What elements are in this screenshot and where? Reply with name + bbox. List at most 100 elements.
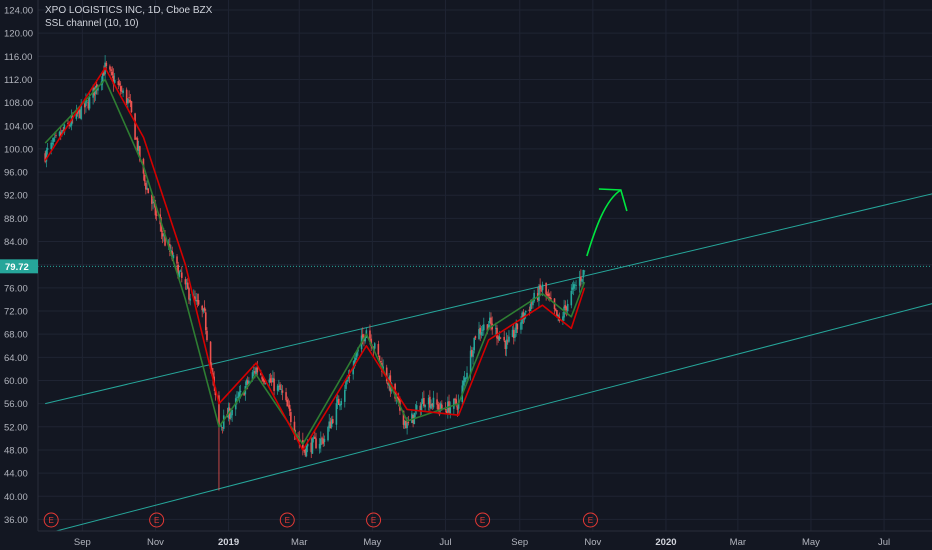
candle-body (172, 255, 175, 259)
current-price-label: 79.72 (5, 262, 29, 273)
earnings-marker[interactable]: E (366, 512, 382, 528)
earnings-label: E (49, 516, 54, 525)
candle-body (230, 414, 232, 418)
price-tick-label: 116.00 (4, 52, 32, 63)
candle-body (387, 382, 389, 385)
candle-body (327, 427, 329, 441)
candle-body (397, 398, 400, 401)
candle-body (479, 327, 482, 334)
candle-body (503, 336, 505, 341)
trendlines[interactable] (38, 184, 932, 535)
earnings-circle (582, 512, 598, 528)
candle-body (237, 396, 239, 398)
candle-body (364, 337, 366, 342)
candle-body (562, 316, 564, 322)
candle-body (53, 136, 56, 138)
earnings-marker[interactable]: E (279, 512, 295, 528)
candle-body (520, 322, 522, 330)
candle-body (483, 324, 485, 331)
candle-body (201, 305, 203, 311)
earnings-circle (475, 512, 491, 528)
candle-body (164, 236, 166, 246)
candle-body (254, 371, 256, 374)
candle-body (505, 339, 508, 349)
candle-body (281, 390, 284, 393)
candle-body (504, 340, 507, 350)
earnings-marker[interactable]: E (149, 512, 165, 528)
time-axis[interactable]: Sep Nov 2019 Mar May Jul Sep Nov 2020 Mar May Jul (38, 530, 932, 550)
candle-body (455, 399, 458, 406)
candle-body (146, 187, 148, 190)
earnings-label: E (154, 516, 159, 525)
indicator-title[interactable]: SSL channel (10, 10) (45, 18, 139, 29)
candle-body (79, 109, 81, 119)
candle-body (432, 397, 435, 408)
candlesticks (44, 55, 586, 491)
earnings-marker[interactable]: E (475, 512, 491, 528)
candle-body (181, 272, 183, 278)
candle-body (236, 396, 238, 398)
arrow-shaft (586, 189, 622, 257)
candle-body (127, 98, 129, 104)
candle-body (58, 131, 61, 136)
price-axis[interactable]: 36.00 40.00 44.00 48.00 52.00 56.00 60.00 64.00… (0, 0, 39, 531)
candle-body (329, 421, 332, 429)
candle-body (160, 224, 163, 232)
candle-body (424, 404, 426, 408)
candle-body (419, 405, 422, 412)
candle-body (44, 153, 46, 162)
candle-body (279, 384, 281, 390)
candle-body (320, 438, 322, 446)
candle-body (496, 327, 498, 339)
candle-body (405, 421, 407, 429)
price-tick-label: 48.00 (4, 445, 28, 456)
candle-body (438, 408, 441, 410)
hand-drawn-arrow[interactable] (586, 188, 628, 257)
candle-body (95, 84, 98, 90)
price-tick-label: 100.00 (4, 144, 33, 155)
candle-body (264, 382, 267, 384)
candle-body (83, 103, 86, 108)
candle-body (109, 66, 111, 70)
candle-body (286, 399, 289, 407)
candle-body (203, 307, 206, 311)
earnings-label: E (588, 516, 593, 525)
candle-body (528, 309, 531, 311)
candle-body (88, 96, 91, 109)
candle-body (280, 388, 283, 390)
price-tick-label: 88.00 (4, 214, 28, 225)
time-tick-label: Sep (74, 537, 91, 548)
candle-body (402, 410, 405, 425)
candle-body (469, 350, 472, 375)
earnings-marker[interactable]: E (43, 512, 59, 528)
candle-body (453, 399, 455, 409)
price-tick-label: 72.00 (4, 307, 28, 318)
candle-body (151, 194, 153, 204)
symbol-title[interactable]: XPO LOGISTICS INC, 1D, Cboe BZX (45, 5, 213, 16)
candle-body (430, 404, 432, 409)
candle-body (262, 378, 265, 382)
current-price-tag (0, 259, 38, 274)
candle-body (497, 337, 499, 339)
price-tick-label: 92.00 (4, 191, 28, 202)
candle-body (580, 276, 582, 281)
candle-body (239, 390, 242, 393)
earnings-marker[interactable]: E (582, 512, 598, 528)
time-tick-label: May (363, 537, 381, 548)
candle-body (311, 438, 314, 454)
candle-body (471, 349, 473, 357)
time-tick-label: Jul (878, 537, 890, 548)
candle-body (179, 270, 182, 272)
candle-body (406, 423, 408, 429)
candle-body (488, 317, 491, 324)
candle-body (353, 360, 356, 368)
candle-body (261, 376, 263, 380)
candle-body (522, 312, 525, 319)
candle-body (50, 142, 52, 150)
price-tick-label: 76.00 (4, 283, 28, 294)
candle-body (135, 138, 138, 140)
price-tick-label: 84.00 (4, 237, 28, 248)
candle-body (540, 290, 543, 292)
